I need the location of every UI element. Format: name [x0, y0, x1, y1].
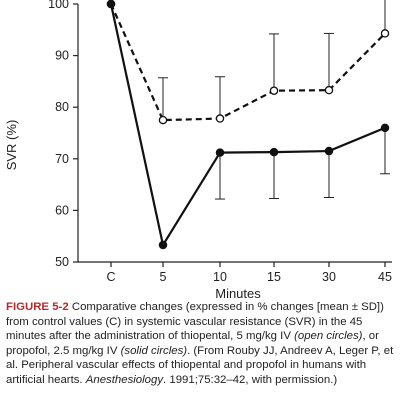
figure-caption: FIGURE 5-2 Comparative changes (expresse… [6, 300, 396, 388]
caption-segment: Anesthesiology [85, 373, 164, 386]
svr-line-chart: 50 60 70 80 90 100 C 5 10 15 30 45 SVR (%) Minutes [4, 0, 392, 300]
open-circle-point [324, 85, 334, 95]
caption-segment: Comparative changes (expressed in % chan… [6, 301, 384, 343]
open-circle-point [269, 86, 279, 95]
solid-circle-point [324, 146, 334, 156]
chart-series [106, 0, 390, 250]
open-circle-point [380, 29, 390, 38]
figure-label: FIGURE 5-2 [6, 301, 69, 313]
x-tick-label: 10 [213, 270, 227, 284]
solid-circle-point [106, 0, 116, 9]
y-tick-label: 60 [55, 203, 69, 217]
x-tick-label: 5 [160, 270, 167, 284]
x-tick-label: 15 [267, 270, 281, 284]
y-tick-label: 100 [48, 0, 69, 11]
solid-circle-series [106, 0, 390, 250]
x-tick-label: 30 [322, 270, 336, 284]
y-tick-label: 50 [55, 255, 69, 269]
caption-segment: (solid circles) [120, 344, 188, 357]
y-axis-label: SVR (%) [4, 120, 19, 171]
x-tick-label: 45 [378, 270, 392, 284]
open-circle-series [106, 0, 390, 125]
y-tick-label: 80 [55, 100, 69, 114]
open-circle-line [109, 3, 386, 122]
y-tick-label: 90 [55, 49, 69, 63]
solid-circle-point [215, 148, 225, 157]
caption-text: Comparative changes (expressed in % chan… [6, 301, 393, 386]
caption-segment: . (From Rouby JJ, Andreev A, Leger P, et… [6, 344, 394, 386]
chart-axes: 50 60 70 80 90 100 C 5 10 15 30 45 [48, 0, 392, 284]
x-tick-label: C [106, 270, 115, 284]
open-circle-point [215, 114, 225, 123]
caption-segment: . 1991;75:32–42, with permission.) [163, 373, 338, 386]
solid-circle-point [380, 123, 390, 133]
caption-segment: (open circles) [294, 330, 363, 343]
solid-circle-point [158, 240, 168, 250]
solid-circle-line [109, 3, 386, 248]
y-tick-label: 70 [55, 152, 69, 166]
solid-circle-point [269, 147, 279, 157]
open-circle-point [158, 115, 168, 125]
x-axis-label: Minutes [215, 286, 261, 300]
caption-segment: , or propofol, 2.5 mg/kg IV [6, 330, 379, 357]
